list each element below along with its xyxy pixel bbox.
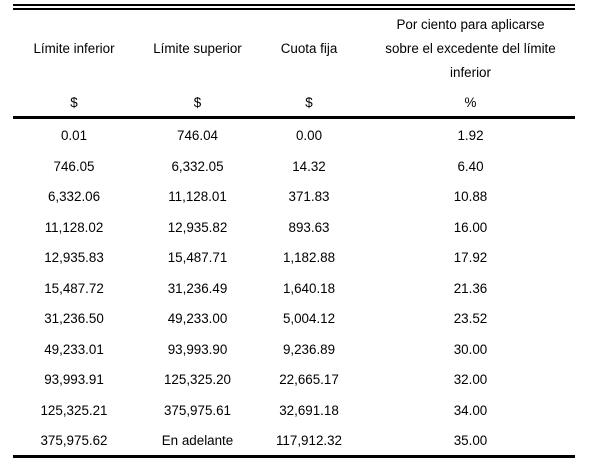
cell-por-ciento: 35.00 [453,433,488,448]
table-row: 15,487.72 31,236.49 1,640.18 21.36 [0,281,609,311]
cell-cuota-fija: 1,182.88 [282,250,336,265]
table-row: 49,233.01 93,993.90 9,236.89 30.00 [0,342,609,372]
cell-limite-superior: 12,935.82 [167,220,228,235]
cell-limite-inferior: 0.01 [60,128,88,143]
unit-limite-superior: $ [193,95,202,110]
header-limite-superior: Límite superior [153,41,242,56]
table-row: 375,975.62 En adelante 117,912.32 35.00 [0,433,609,463]
cell-limite-inferior: 11,128.02 [44,220,104,235]
cell-cuota-fija: 1,640.18 [282,281,336,296]
cell-cuota-fija: 0.00 [295,128,323,143]
cell-cuota-fija: 22,665.17 [279,372,339,387]
cell-limite-superior: 125,325.20 [163,372,232,387]
cell-por-ciento: 6.40 [457,159,484,174]
table-row: 6,332.06 11,128.01 371.83 10.88 [0,189,609,219]
cell-por-ciento: 21.36 [453,281,488,296]
table-row: 0.01 746.04 0.00 1.92 [0,128,609,158]
cell-limite-inferior: 15,487.72 [44,281,104,296]
cell-limite-inferior: 125,325.21 [40,403,108,418]
cell-limite-superior: 93,993.90 [167,342,228,357]
cell-por-ciento: 10.88 [453,189,488,204]
header-rule [13,116,575,119]
header-por-ciento-line-3: inferior [450,65,491,80]
cell-limite-superior: 31,236.49 [167,281,228,296]
table-row: 93,993.91 125,325.20 22,665.17 32.00 [0,372,609,402]
cell-limite-superior: 11,128.01 [168,189,227,204]
header-por-ciento-line-1: Por ciento para aplicarse [396,17,545,32]
cell-limite-superior: 6,332.05 [171,159,224,174]
table-row: 746.05 6,332.05 14.32 6.40 [0,159,609,189]
top-rule-1 [13,4,575,6]
cell-por-ciento: 23.52 [453,311,488,326]
cell-por-ciento: 30.00 [453,342,488,357]
cell-limite-superior: 375,975.61 [163,403,232,418]
cell-por-ciento: 34.00 [453,403,488,418]
cell-cuota-fija: 5,004.12 [282,311,336,326]
cell-limite-superior: 746.04 [177,128,218,143]
cell-limite-superior: 49,233.00 [167,311,228,326]
bottom-rule [13,455,575,458]
unit-cuota-fija: $ [305,95,313,110]
cell-limite-inferior: 12,935.83 [44,250,104,265]
unit-por-ciento: % [464,95,477,110]
cell-cuota-fija: 9,236.89 [282,342,336,357]
header-cuota-fija: Cuota fija [280,41,338,56]
cell-limite-superior: En adelante [161,433,234,448]
cell-limite-inferior: 49,233.01 [44,342,104,357]
cell-limite-inferior: 746.05 [53,159,95,174]
header-por-ciento-line-2: sobre el excedente del límite [385,41,556,56]
cell-limite-inferior: 93,993.91 [44,372,104,387]
cell-por-ciento: 17.92 [453,250,488,265]
cell-por-ciento: 16.00 [453,220,488,235]
cell-limite-superior: 15,487.71 [167,250,228,265]
cell-por-ciento: 1.92 [457,128,484,143]
cell-limite-inferior: 31,236.50 [44,311,104,326]
cell-cuota-fija: 117,912.32 [275,433,343,448]
cell-limite-inferior: 6,332.06 [47,189,101,204]
cell-cuota-fija: 371.83 [288,189,330,204]
top-rule-2 [13,8,575,10]
table-row: 12,935.83 15,487.71 1,182.88 17.92 [0,250,609,280]
cell-por-ciento: 32.00 [453,372,488,387]
table-row: 125,325.21 375,975.61 32,691.18 34.00 [0,403,609,433]
header-limite-inferior: Límite inferior [33,41,115,56]
table-row: 31,236.50 49,233.00 5,004.12 23.52 [0,311,609,341]
cell-cuota-fija: 14.32 [292,159,326,174]
table-row: 11,128.02 12,935.82 893.63 16.00 [0,220,609,250]
unit-limite-inferior: $ [70,95,78,110]
cell-limite-inferior: 375,975.62 [40,433,108,448]
cell-cuota-fija: 893.63 [288,220,330,235]
cell-cuota-fija: 32,691.18 [279,403,339,418]
